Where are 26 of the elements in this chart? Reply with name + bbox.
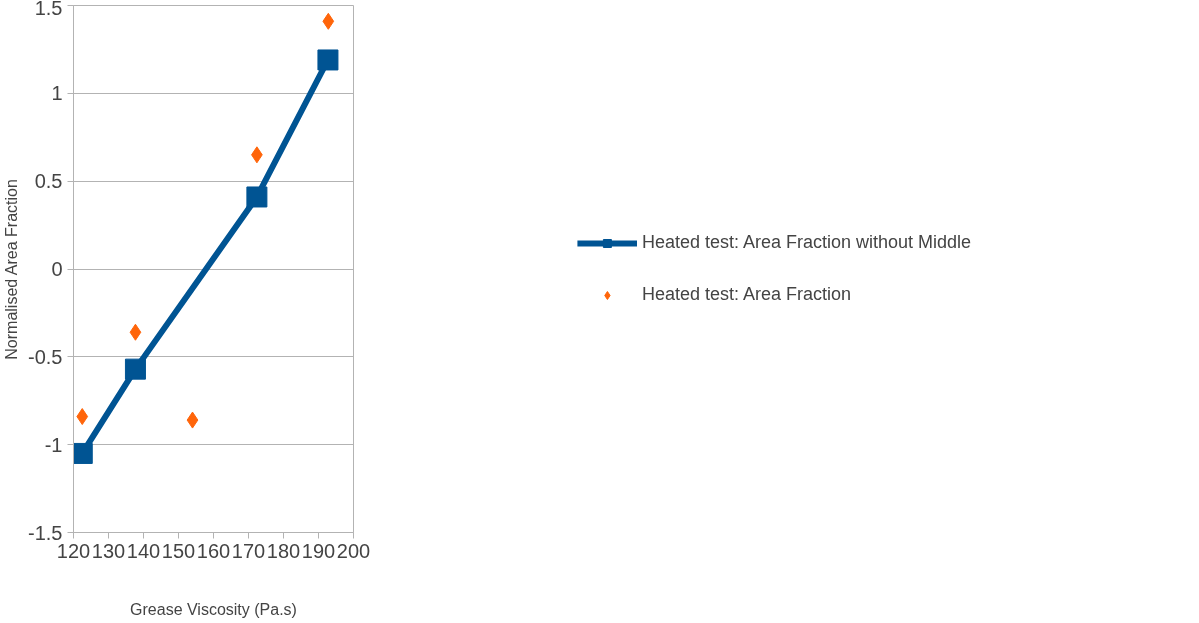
- point: [129, 323, 142, 341]
- point: [186, 411, 199, 429]
- point: [124, 358, 146, 380]
- x-tick-label: 150: [161, 539, 196, 562]
- x-tick-label: 180: [266, 539, 301, 562]
- y-axis-title: Normalised Area Fraction: [3, 179, 21, 360]
- y-tick-label: -1: [44, 433, 63, 456]
- point: [322, 12, 335, 30]
- y-tick-label: 0: [51, 258, 63, 280]
- x-tick-label: 140: [126, 539, 161, 562]
- point: [317, 49, 339, 71]
- legend-label: Heated test: Area Fraction without Middle: [641, 231, 972, 254]
- y-tick-label: -0.5: [28, 345, 63, 368]
- x-tick-label: 200: [336, 539, 371, 562]
- x-tick-label: 170: [231, 539, 266, 562]
- point: [73, 442, 93, 464]
- y-tick-label: 0.5: [34, 170, 63, 193]
- point: [76, 408, 89, 426]
- y-tick-label: 1.5: [34, 0, 63, 19]
- legend-label: Heated test: Area Fraction: [641, 283, 852, 306]
- x-axis-title: Grease Viscosity (Pa.s): [130, 600, 297, 618]
- x-tick-label: 190: [301, 539, 336, 562]
- point: [246, 186, 268, 208]
- y-tick-label: 1: [51, 82, 63, 105]
- x-tick-label: 160: [196, 539, 231, 562]
- x-tick-label: 130: [91, 539, 126, 562]
